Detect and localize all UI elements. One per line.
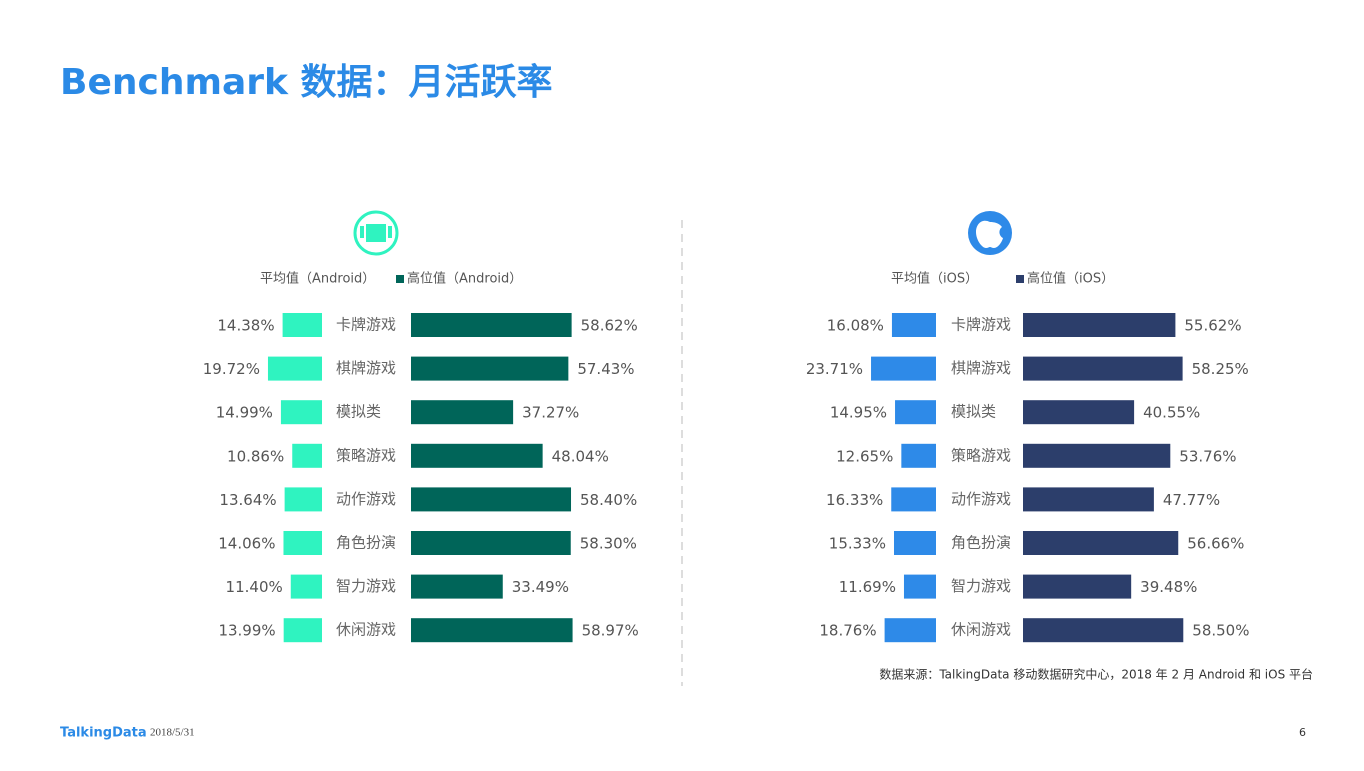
apple-icon [968, 211, 1012, 255]
category-label: 休闲游戏 [336, 621, 396, 639]
bar-average [280, 400, 322, 425]
legend-label: 高位值（Android） [407, 271, 522, 287]
category-label: 策略游戏 [336, 446, 396, 464]
category-label: 卡牌游戏 [336, 316, 396, 334]
legend-label: 高位值（iOS） [1027, 271, 1114, 287]
bar-high [411, 313, 572, 337]
footer-date: 2018/5/31 [150, 727, 195, 739]
bar-average [891, 487, 936, 512]
android-icon [353, 210, 399, 256]
bar-average [284, 487, 322, 512]
source-note: 数据来源：TalkingData 移动数据研究中心，2018 年 2 月 And… [879, 667, 1313, 682]
value-label: 39.48% [1140, 578, 1197, 596]
legend-label: 平均值（iOS） [891, 271, 978, 287]
value-label: 18.76% [819, 622, 876, 640]
category-label: 休闲游戏 [951, 621, 1011, 639]
value-label: 15.33% [829, 535, 886, 553]
category-label: 角色扮演 [951, 534, 1011, 552]
value-label: 58.30% [580, 535, 637, 553]
value-label: 58.62% [581, 317, 638, 335]
bar-average [893, 531, 936, 555]
category-label: 棋牌游戏 [336, 359, 396, 377]
value-label: 40.55% [1143, 404, 1200, 422]
bar-high [1023, 400, 1135, 425]
value-label: 55.62% [1184, 317, 1241, 335]
category-label: 动作游戏 [336, 490, 396, 508]
bar-high [411, 443, 543, 468]
bar-high [1023, 356, 1183, 381]
bar-high [411, 574, 503, 599]
bar-average [292, 443, 322, 468]
bar-high [1023, 443, 1171, 468]
category-label: 动作游戏 [951, 490, 1011, 508]
bar-average [901, 443, 936, 468]
category-label: 角色扮演 [336, 534, 396, 552]
bar-high [1023, 618, 1184, 643]
bar-average [895, 400, 936, 425]
bar-high [1023, 531, 1179, 555]
value-label: 33.49% [512, 578, 569, 596]
value-label: 14.38% [217, 317, 274, 335]
bar-average [903, 574, 936, 599]
value-label: 14.95% [830, 404, 887, 422]
bar-average [267, 356, 322, 381]
value-label: 58.97% [582, 622, 639, 640]
value-label: 58.40% [580, 491, 637, 509]
value-label: 37.27% [522, 404, 579, 422]
value-label: 11.69% [839, 578, 896, 596]
value-label: 10.86% [227, 447, 284, 465]
legend-swatch [396, 275, 404, 283]
category-label: 智力游戏 [336, 577, 396, 595]
value-label: 13.99% [218, 622, 275, 640]
bar-high [1023, 574, 1132, 599]
value-label: 58.25% [1192, 360, 1249, 378]
bar-average [282, 313, 322, 337]
bar-high [411, 618, 573, 643]
value-label: 14.99% [216, 404, 273, 422]
bar-high [411, 400, 514, 425]
legend-label: 平均值（Android） [260, 271, 375, 287]
category-label: 智力游戏 [951, 577, 1011, 595]
category-label: 棋牌游戏 [951, 359, 1011, 377]
footer-logo: TalkingData [60, 726, 147, 741]
bar-average [871, 356, 936, 381]
value-label: 47.77% [1163, 491, 1220, 509]
bar-average [283, 531, 322, 555]
bar-high [1023, 313, 1176, 337]
value-label: 23.71% [806, 360, 863, 378]
bar-average [884, 618, 936, 643]
value-label: 11.40% [226, 578, 283, 596]
bar-average [290, 574, 322, 599]
category-label: 卡牌游戏 [951, 316, 1011, 334]
category-label: 模拟类 [336, 403, 381, 421]
value-label: 57.43% [577, 360, 634, 378]
value-label: 12.65% [836, 447, 893, 465]
bar-high [411, 531, 571, 555]
value-label: 19.72% [203, 360, 260, 378]
value-label: 48.04% [552, 447, 609, 465]
category-label: 策略游戏 [951, 446, 1011, 464]
slide-title: Benchmark 数据：月活跃率 [60, 62, 553, 103]
bar-high [411, 356, 569, 381]
value-label: 53.76% [1179, 447, 1236, 465]
value-label: 16.08% [827, 317, 884, 335]
legend-swatch [1016, 275, 1024, 283]
category-label: 模拟类 [951, 403, 996, 421]
value-label: 16.33% [826, 491, 883, 509]
value-label: 14.06% [218, 535, 275, 553]
bar-average [891, 313, 936, 337]
value-label: 58.50% [1192, 622, 1249, 640]
bar-high [1023, 487, 1154, 512]
page-number: 6 [1299, 726, 1306, 739]
bar-high [411, 487, 572, 512]
value-label: 56.66% [1187, 535, 1244, 553]
bar-average [283, 618, 322, 643]
value-label: 13.64% [219, 491, 276, 509]
